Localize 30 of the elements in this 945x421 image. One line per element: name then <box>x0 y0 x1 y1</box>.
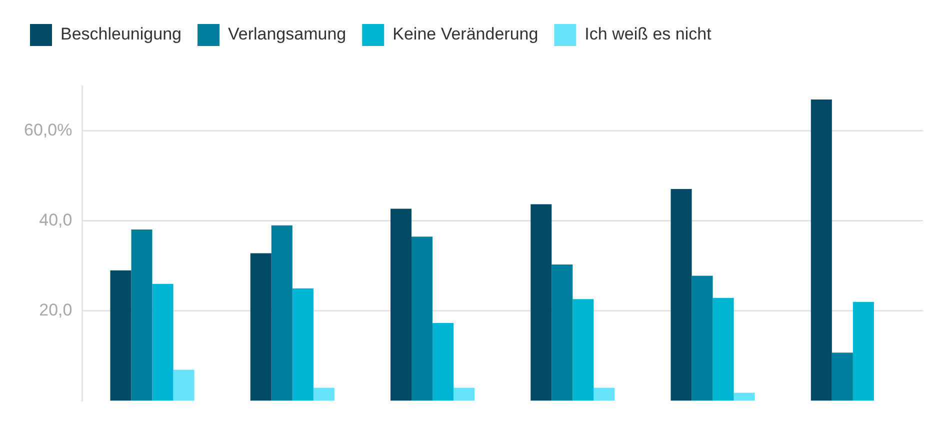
bar <box>271 225 292 401</box>
bar <box>152 284 174 401</box>
bar <box>832 352 853 401</box>
bar <box>734 392 755 401</box>
legend-label: Verlangsamung <box>228 24 346 44</box>
legend-label: Ich weiß es nicht <box>584 24 712 44</box>
bar <box>390 208 412 401</box>
bar <box>313 388 334 401</box>
bar <box>552 264 573 401</box>
bar <box>810 99 832 401</box>
legend-label: Beschleunigung <box>60 24 182 44</box>
y-tick-label: 20,0 <box>39 300 72 320</box>
bar <box>110 270 132 401</box>
bar <box>454 388 475 401</box>
legend-label: Keine Veränderung <box>392 24 538 44</box>
bar <box>692 276 713 401</box>
bar <box>292 288 314 401</box>
bar <box>670 188 692 401</box>
bar <box>712 298 734 401</box>
bar <box>250 253 272 401</box>
bar <box>173 370 194 401</box>
bar <box>131 229 152 401</box>
y-tick-label: 60,0% <box>24 120 72 140</box>
bar <box>852 302 874 401</box>
bar <box>572 299 594 401</box>
bar <box>432 323 454 401</box>
bar <box>530 204 552 401</box>
y-tick-label: 40,0 <box>39 210 72 230</box>
bar <box>412 236 433 401</box>
bar <box>594 388 615 401</box>
